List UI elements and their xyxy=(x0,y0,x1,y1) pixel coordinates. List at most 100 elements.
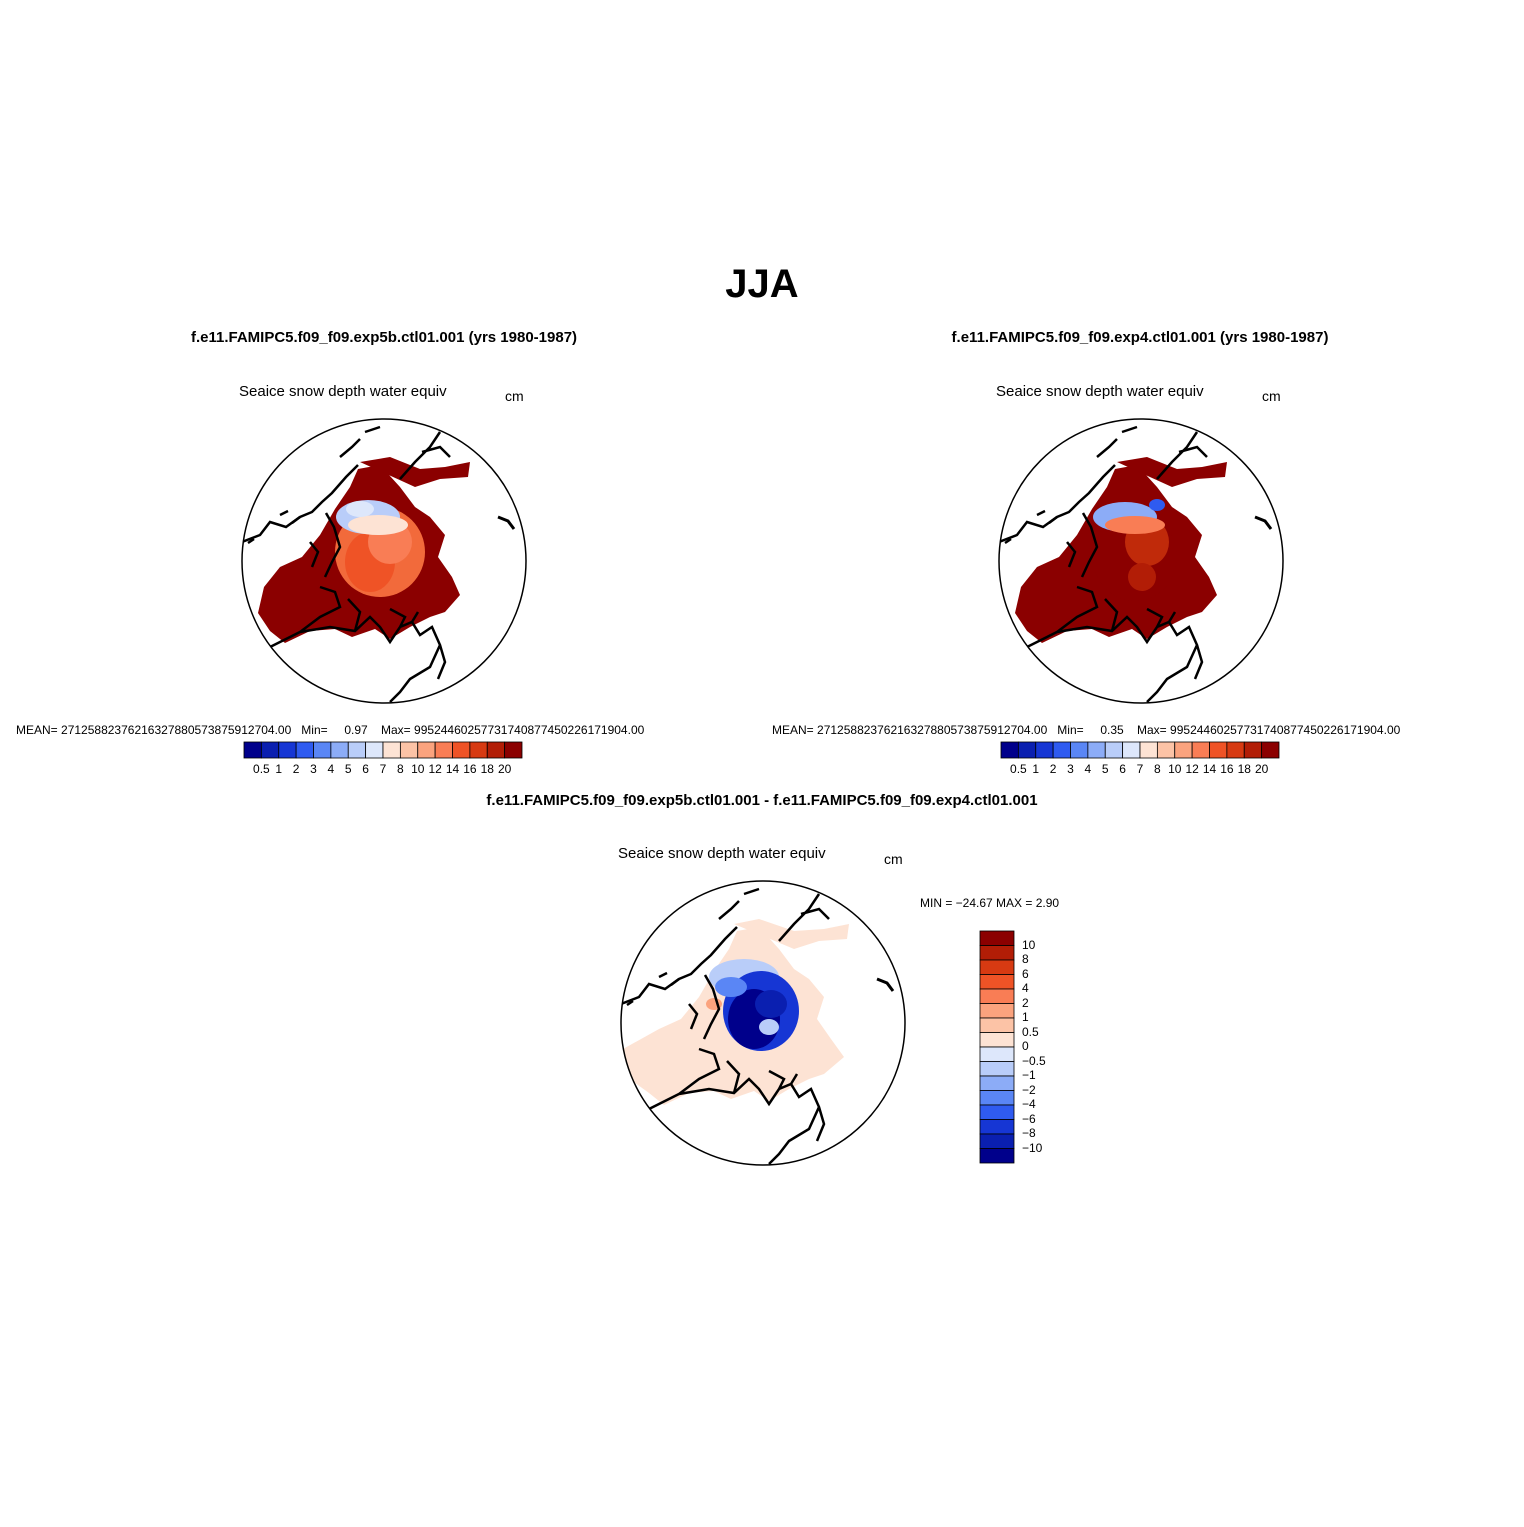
colorbar-tick-label: 18 xyxy=(1237,762,1251,776)
colorbar-swatch xyxy=(979,1046,1015,1062)
colorbar-tick-label: 16 xyxy=(463,762,477,776)
colorbar-swatch xyxy=(1191,741,1210,759)
right-land-outline xyxy=(999,425,1208,703)
right-mean-value: 27125882376216327880573875912704.00 xyxy=(817,723,1048,737)
colorbar-tick-label: −10 xyxy=(1022,1140,1043,1155)
colorbar-tick-label: 1 xyxy=(275,762,283,776)
left-polar-map xyxy=(241,418,527,704)
difference-units: cm xyxy=(884,851,903,867)
colorbar-swatch xyxy=(260,741,280,759)
colorbar-swatch xyxy=(1226,741,1245,759)
colorbar-tick-label: −4 xyxy=(1022,1097,1036,1111)
colorbar-swatch xyxy=(504,741,523,759)
colorbar-swatch xyxy=(1261,741,1280,759)
colorbar-tick-label: 1 xyxy=(1022,1010,1029,1024)
colorbar-tick-label: 4 xyxy=(327,762,335,776)
left-units: cm xyxy=(505,388,524,404)
colorbar-swatch xyxy=(1052,741,1071,759)
colorbar-tick-label: 16 xyxy=(1220,762,1234,776)
left-min-value: 0.97 xyxy=(344,723,368,737)
colorbar-swatch xyxy=(979,974,1015,990)
colorbar-tick-label: 20 xyxy=(497,762,512,776)
colorbar-swatch xyxy=(243,741,262,759)
right-variable-title: Seaice snow depth water equiv xyxy=(996,383,1204,400)
colorbar-swatch xyxy=(452,741,471,759)
colorbar-tick-label: 0.5 xyxy=(1022,1024,1039,1039)
colorbar-tick-label: −2 xyxy=(1022,1082,1036,1097)
colorbar-tick-label: 6 xyxy=(1119,762,1126,776)
colorbar-swatch xyxy=(979,959,1015,975)
colorbar-swatch xyxy=(1000,741,1019,759)
colorbar-swatch xyxy=(330,741,349,759)
main-title: JJA xyxy=(725,262,799,306)
colorbar-swatch xyxy=(295,741,314,759)
colorbar-swatch xyxy=(417,741,436,759)
right-min-value: 0.35 xyxy=(1100,723,1124,737)
colorbar-swatch xyxy=(1174,741,1193,759)
difference-title: f.e11.FAMIPC5.f09_f09.exp5b.ctl01.001 - … xyxy=(486,792,1038,809)
colorbar-tick-label: 4 xyxy=(1084,762,1092,776)
colorbar-swatch xyxy=(1035,741,1054,759)
colorbar-tick-label: 5 xyxy=(344,762,352,776)
left-max-value: 99524460257731740877450226171904.00 xyxy=(414,723,645,737)
left-variable-title: Seaice snow depth water equiv xyxy=(239,383,447,400)
colorbar-swatch xyxy=(979,1061,1015,1077)
difference-colorbar xyxy=(979,930,1015,1164)
colorbar-swatch xyxy=(1122,741,1141,759)
colorbar-tick-label: 12 xyxy=(428,762,442,776)
right-max-value: 99524460257731740877450226171904.00 xyxy=(1170,723,1401,737)
colorbar-tick-label: 3 xyxy=(1067,762,1074,776)
left-stats: MEAN= 27125882376216327880573875912704.0… xyxy=(16,723,645,737)
left-mean-value: 27125882376216327880573875912704.00 xyxy=(61,723,292,737)
colorbar-swatch xyxy=(278,741,297,759)
colorbar-tick-label: 6 xyxy=(362,762,369,776)
colorbar-tick-label: 3 xyxy=(310,762,317,776)
colorbar-tick-label: −0.5 xyxy=(1022,1053,1046,1068)
colorbar-swatch xyxy=(1017,741,1037,759)
colorbar-tick-label: 2 xyxy=(1022,995,1029,1010)
colorbar-tick-label: 7 xyxy=(1136,762,1144,776)
colorbar-tick-label: −8 xyxy=(1022,1126,1036,1140)
colorbar-tick-label: 8 xyxy=(397,762,404,776)
difference-polar-map xyxy=(620,880,906,1166)
colorbar-swatch xyxy=(382,741,401,759)
colorbar-tick-label: 14 xyxy=(1202,762,1217,776)
colorbar-tick-label: 2 xyxy=(1049,762,1057,776)
colorbar-swatch xyxy=(434,741,453,759)
colorbar-swatch xyxy=(979,1090,1015,1106)
colorbar-tick-label: 0.5 xyxy=(1010,762,1027,776)
colorbar-swatch xyxy=(313,741,332,759)
colorbar-swatch xyxy=(347,741,367,759)
colorbar-tick-label: 10 xyxy=(411,762,425,776)
colorbar-swatch xyxy=(979,1003,1015,1019)
right-stats: MEAN= 27125882376216327880573875912704.0… xyxy=(772,723,1401,737)
colorbar-swatch xyxy=(979,930,1015,946)
colorbar-swatch xyxy=(979,1017,1015,1033)
colorbar-swatch xyxy=(365,741,384,759)
right-colorbar xyxy=(1000,741,1280,759)
colorbar-tick-label: 1 xyxy=(1032,762,1040,776)
colorbar-tick-label: 4 xyxy=(1022,981,1029,995)
colorbar-tick-label: 12 xyxy=(1185,762,1199,776)
colorbar-swatch xyxy=(1139,741,1158,759)
colorbar-swatch xyxy=(979,1119,1015,1135)
colorbar-swatch xyxy=(1104,741,1124,759)
colorbar-tick-label: 14 xyxy=(445,762,460,776)
colorbar-swatch xyxy=(979,1075,1015,1091)
colorbar-tick-label: −1 xyxy=(1022,1068,1036,1082)
colorbar-swatch xyxy=(979,1148,1015,1164)
difference-land-outline xyxy=(621,887,830,1165)
right-units: cm xyxy=(1262,388,1281,404)
colorbar-tick-label: 0.5 xyxy=(253,762,270,776)
left-snow-rim-east xyxy=(360,457,470,487)
left-colorbar xyxy=(243,741,523,759)
left-run-title: f.e11.FAMIPC5.f09_f09.exp5b.ctl01.001 (y… xyxy=(190,329,578,346)
colorbar-swatch xyxy=(979,945,1015,961)
colorbar-tick-label: 10 xyxy=(1022,937,1036,952)
colorbar-tick-label: 6 xyxy=(1022,966,1029,981)
colorbar-swatch xyxy=(979,1104,1015,1120)
colorbar-swatch xyxy=(979,1032,1015,1048)
colorbar-swatch xyxy=(399,741,419,759)
colorbar-tick-label: 5 xyxy=(1101,762,1109,776)
colorbar-tick-label: 7 xyxy=(379,762,387,776)
